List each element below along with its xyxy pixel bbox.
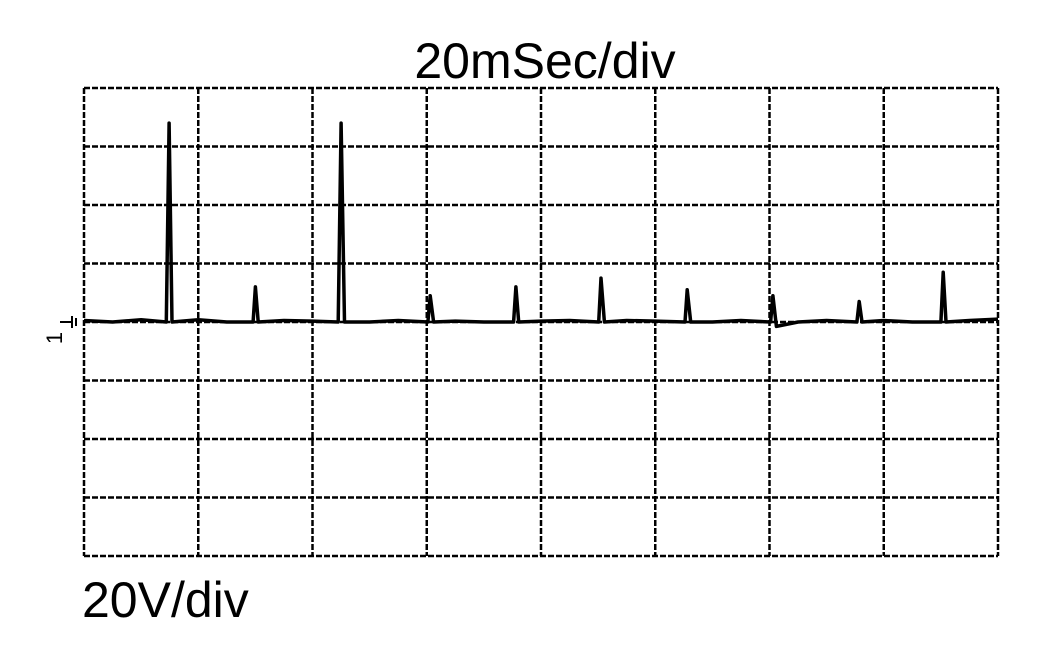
trace: [83, 121, 999, 329]
ground-symbol: [60, 316, 77, 328]
channel-marker: 1: [42, 332, 67, 344]
y-scale-label: 20V/div: [82, 572, 249, 628]
chart-title: 20mSec/div: [414, 33, 675, 89]
